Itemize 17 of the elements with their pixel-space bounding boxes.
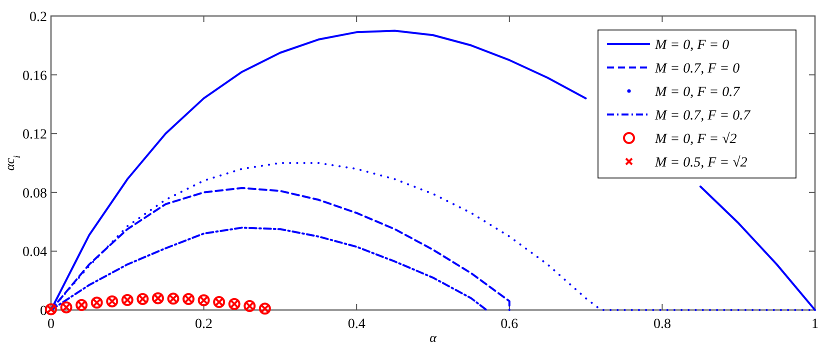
legend-label: M = 0.7, F = 0.7 (654, 108, 752, 124)
x-tick-label: 0.6 (500, 317, 518, 332)
y-tick-label: 0.16 (22, 68, 47, 84)
legend-label: M = 0, F = 0.7 (654, 85, 741, 100)
legend-label: M = 0, F = 0 (654, 38, 730, 53)
y-tick-label: 0.12 (22, 128, 47, 143)
y-tick-label: 0.2 (30, 10, 47, 25)
legend-label: M = 0.7, F = 0 (654, 62, 740, 76)
legend-label: M = 0.5, F = √2 (654, 154, 748, 170)
x-tick-label: 0.8 (653, 317, 671, 332)
x-tick-label: 0.2 (195, 317, 213, 332)
x-tick-label: 0.4 (348, 317, 366, 332)
legend-label: M = 0, F = √2 (654, 131, 737, 147)
x-tick-label: 1 (812, 317, 818, 332)
x-axis-title: α (430, 330, 438, 345)
y-tick-label: 0.08 (22, 186, 47, 202)
y-tick-label: 0.04 (22, 245, 47, 260)
